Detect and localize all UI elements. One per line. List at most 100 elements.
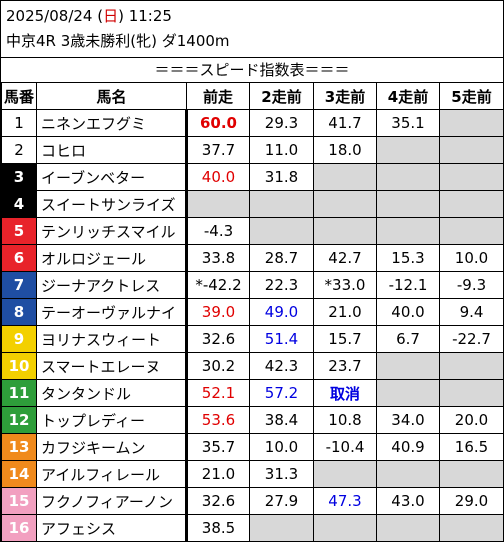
speed-value-2: 31.3: [249, 460, 314, 488]
horse-name: テンリッチスマイル: [36, 217, 187, 245]
col-header-last: 前走: [186, 82, 250, 110]
speed-value-5: [439, 514, 504, 542]
race-info: 中京4R 3歳未勝利(牝) ダ1400m: [6, 32, 230, 50]
speed-value-1: 60.0: [185, 109, 250, 137]
speed-value-5: 9.4: [439, 298, 504, 326]
col-header-number: 馬番: [1, 82, 37, 110]
horse-name: アフェシス: [36, 514, 187, 542]
speed-value-3: 47.3: [313, 487, 377, 515]
speed-value-4: [376, 514, 440, 542]
speed-value-2: 22.3: [249, 271, 314, 299]
speed-value-1: 32.6: [185, 487, 250, 515]
speed-value-3: 41.7: [313, 109, 377, 137]
speed-value-2: [249, 514, 314, 542]
speed-value-2: 27.9: [249, 487, 314, 515]
table-row: 6 オルロジェール 33.8 28.7 42.7 15.3 10.0: [1, 244, 504, 272]
horse-number: 3: [1, 163, 37, 191]
speed-value-4: [376, 379, 440, 407]
table-title: ＝＝＝スピード指数表＝＝＝: [1, 57, 503, 83]
speed-value-3: [313, 514, 377, 542]
speed-value-4: 40.0: [376, 298, 440, 326]
table-row: 8 テーオーヴァルナイ 39.0 49.0 21.0 40.0 9.4: [1, 298, 504, 326]
col-header-4back: 4走前: [376, 82, 440, 110]
speed-value-5: [439, 217, 504, 245]
speed-value-4: [376, 352, 440, 380]
speed-value-1: 21.0: [185, 460, 250, 488]
speed-value-2: [249, 217, 314, 245]
horse-name: トップレディー: [36, 406, 187, 434]
horse-name: タンタンドル: [36, 379, 187, 407]
speed-value-5: 20.0: [439, 406, 504, 434]
speed-value-2: 10.0: [249, 433, 314, 461]
speed-value-5: [439, 163, 504, 191]
speed-value-5: 10.0: [439, 244, 504, 272]
table-row: 10 スマートエレーヌ 30.2 42.3 23.7: [1, 352, 504, 380]
table-row: 15 フクノフィアーノン 32.6 27.9 47.3 43.0 29.0: [1, 487, 504, 515]
horse-number: 1: [1, 109, 37, 137]
horse-name: スマートエレーヌ: [36, 352, 187, 380]
date-prefix: 2025/08/24 (: [6, 7, 104, 25]
speed-value-2: 31.8: [249, 163, 314, 191]
speed-value-3: [313, 217, 377, 245]
speed-value-3: [313, 163, 377, 191]
table-row: 16 アフェシス 38.5: [1, 514, 504, 542]
speed-value-4: 40.9: [376, 433, 440, 461]
horse-number: 2: [1, 136, 37, 164]
speed-value-4: [376, 136, 440, 164]
speed-value-5: [439, 379, 504, 407]
speed-value-4: 35.1: [376, 109, 440, 137]
table-row: 1 ニネンエフグミ 60.0 29.3 41.7 35.1: [1, 109, 504, 137]
speed-value-1: 33.8: [185, 244, 250, 272]
speed-value-2: 42.3: [249, 352, 314, 380]
speed-value-1: 53.6: [185, 406, 250, 434]
col-header-5back: 5走前: [439, 82, 504, 110]
horse-number: 9: [1, 325, 37, 353]
horse-number: 5: [1, 217, 37, 245]
horse-number: 13: [1, 433, 37, 461]
table-row: 9 ヨリナスウィート 32.6 51.4 15.7 6.7 -22.7: [1, 325, 504, 353]
horse-name: オルロジェール: [36, 244, 187, 272]
speed-value-4: [376, 460, 440, 488]
table-row: 12 トップレディー 53.6 38.4 10.8 34.0 20.0: [1, 406, 504, 434]
speed-value-1: 52.1: [185, 379, 250, 407]
speed-value-2: [249, 190, 314, 218]
speed-value-3: 21.0: [313, 298, 377, 326]
col-header-3back: 3走前: [313, 82, 377, 110]
horse-name: ジーナアクトレス: [36, 271, 187, 299]
speed-value-1: [185, 190, 250, 218]
speed-value-2: 28.7: [249, 244, 314, 272]
speed-value-5: 16.5: [439, 433, 504, 461]
table-row: 13 カフジキームン 35.7 10.0 -10.4 40.9 16.5: [1, 433, 504, 461]
speed-value-1: 32.6: [185, 325, 250, 353]
speed-value-3: *33.0: [313, 271, 377, 299]
col-header-name: 馬名: [36, 82, 187, 110]
horse-name: スイートサンライズ: [36, 190, 187, 218]
table-row: 2 コヒロ 37.7 11.0 18.0: [1, 136, 504, 164]
speed-value-1: 40.0: [185, 163, 250, 191]
horse-number: 14: [1, 460, 37, 488]
speed-value-5: [439, 352, 504, 380]
speed-value-5: [439, 190, 504, 218]
speed-value-4: 15.3: [376, 244, 440, 272]
horse-number: 16: [1, 514, 37, 542]
horse-number: 6: [1, 244, 37, 272]
speed-value-3: 18.0: [313, 136, 377, 164]
speed-value-4: [376, 217, 440, 245]
horse-number: 7: [1, 271, 37, 299]
horse-name: フクノフィアーノン: [36, 487, 187, 515]
speed-value-3: [313, 460, 377, 488]
table-row: 5 テンリッチスマイル -4.3: [1, 217, 504, 245]
speed-value-5: [439, 136, 504, 164]
speed-value-1: *-42.2: [185, 271, 250, 299]
table-row: 7 ジーナアクトレス *-42.2 22.3 *33.0 -12.1 -9.3: [1, 271, 504, 299]
horse-number: 8: [1, 298, 37, 326]
horse-name: テーオーヴァルナイ: [36, 298, 187, 326]
speed-value-3: 10.8: [313, 406, 377, 434]
speed-value-3: -10.4: [313, 433, 377, 461]
speed-value-2: 38.4: [249, 406, 314, 434]
speed-value-2: 51.4: [249, 325, 314, 353]
speed-value-4: [376, 163, 440, 191]
table-row: 3 イーブンベター 40.0 31.8: [1, 163, 504, 191]
horse-number: 11: [1, 379, 37, 407]
speed-value-2: 11.0: [249, 136, 314, 164]
